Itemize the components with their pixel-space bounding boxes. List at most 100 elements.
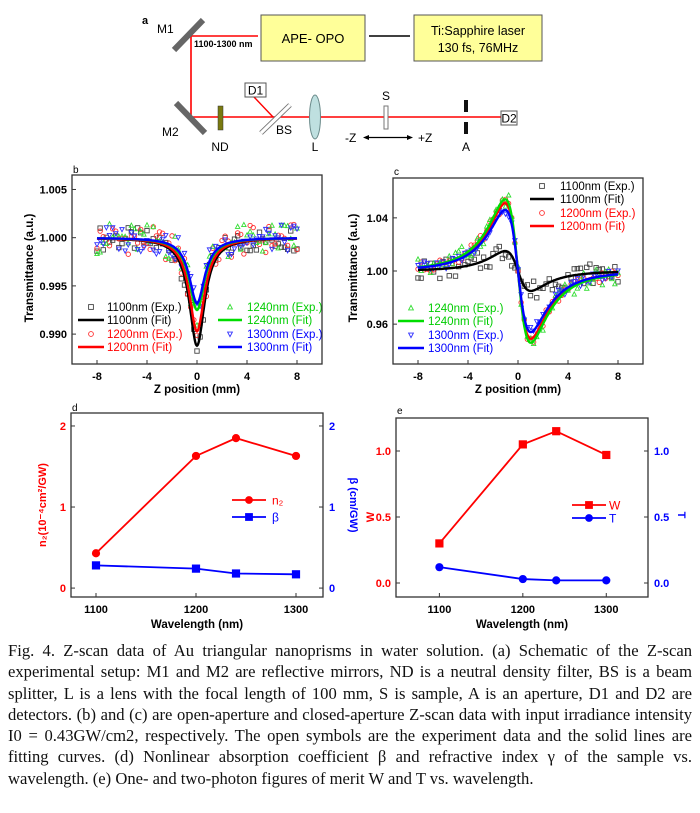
plot-data [94,220,300,354]
exp-point [455,247,462,254]
legend-item: 1300nm (Exp.) [226,329,323,341]
x-tick-label: 4 [244,371,251,383]
exp-point [269,246,275,253]
exp-point [275,244,282,251]
x-axis-label: Z position (mm) [475,384,561,396]
z-direction-arrow-icon [363,135,413,140]
legend-label: W [609,499,621,513]
y-tick-label: 2 [60,421,66,433]
x-axis-label: Wavelength (nm) [151,619,243,631]
y-left-axis-label: n₂(10⁻⁴cm²/GW) [37,463,49,547]
exp-point [452,273,459,279]
exp-point [234,230,241,236]
y-right-tick-label: 0.5 [654,512,669,524]
legend-item: 1200nm (Fit) [530,221,625,233]
data-point [435,563,444,572]
panel-label-e: e [397,406,403,417]
exp-point [424,261,431,267]
exp-point [125,251,131,257]
exp-point [241,251,247,257]
exp-point [599,281,606,288]
series-line [95,437,297,554]
m1-label: M1 [157,22,174,36]
panel-label-d: d [72,403,78,414]
exp-point [584,264,590,271]
exp-point [468,252,475,259]
y-tick-label: 0.990 [39,329,67,341]
exp-point [140,245,147,251]
exp-point [262,226,269,233]
exp-point [561,281,568,287]
exp-point [427,269,434,276]
d1-label: D1 [248,84,264,98]
exp-point [147,246,153,253]
x-tick-label: 1200 [511,604,535,616]
legend-item: W [572,499,621,513]
y-tick-label: 1.04 [367,213,389,225]
exp-point [259,234,266,240]
exp-point [153,233,160,239]
y-tick-label: 1 [60,502,66,514]
y-axis-label: Transmittance (a.u.) [348,214,360,323]
legend-symbol [226,331,234,338]
exp-point [294,225,300,231]
exp-point [266,223,272,230]
x-tick-label: 0 [515,371,521,383]
exp-point [587,261,593,267]
legend-symbol [407,304,415,311]
exp-point [418,275,424,281]
data-point [435,539,444,548]
exp-point [119,227,125,233]
nd-filter [217,105,224,131]
data-point [191,451,201,461]
exp-point [247,228,254,234]
wavelength-range-label: 1100-1300 nm [194,39,253,49]
y-right-tick-label: 2 [329,421,335,433]
y-tick-label: 1.00 [367,266,388,278]
laser-label-line2: 130 fs, 76MHz [438,41,519,55]
legend-symbol [88,331,94,337]
laser-label-line1: Ti:Sapphire laser [431,24,525,38]
exp-point [294,226,300,233]
legend-item: n₂ [232,494,284,508]
exp-point [144,221,150,228]
y-right-tick-label: 0.0 [654,578,669,590]
exp-point [228,252,235,258]
exp-point [533,319,540,325]
exp-point [178,276,185,282]
x-tick-label: -8 [92,371,102,383]
exp-point [240,221,247,228]
aperture-top [464,100,468,112]
legend-symbol [539,183,545,189]
data-point [552,427,561,436]
series-line [438,430,607,544]
exp-point [140,231,147,237]
exp-point [100,247,106,253]
y-tick-label: 0.995 [39,281,67,293]
x-tick-label: 8 [615,371,621,383]
exp-point [97,225,103,231]
exp-point [505,254,512,260]
data-point [291,570,301,579]
exp-point [433,260,440,267]
exp-point [244,247,250,253]
exp-point [487,264,493,270]
legend-item: 1240nm (Fit) [398,316,493,328]
x-axis-label: Z position (mm) [154,384,240,396]
exp-point [259,247,266,254]
legend-label: 1240nm (Exp.) [247,302,323,314]
exp-point [137,249,144,255]
exp-point [262,239,269,246]
exp-point [238,231,244,238]
data-point [602,450,611,460]
exp-point [281,222,288,228]
exp-point [577,265,584,271]
exp-point [138,226,144,233]
legend-item: 1100nm (Exp.) [88,302,182,314]
beam-splitter [259,103,292,135]
x-tick-label: 1100 [427,604,451,616]
y-right-axis-label: T [675,512,687,519]
